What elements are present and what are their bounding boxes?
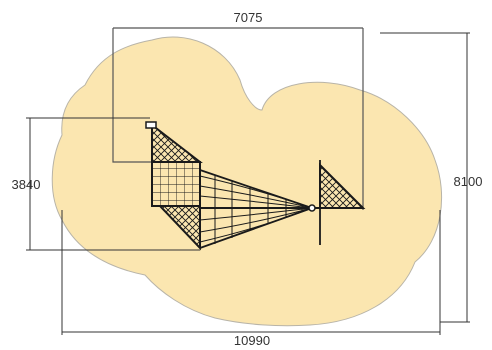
structure-outline — [112, 27, 364, 210]
dimension-right-height: 8100 — [454, 174, 483, 189]
upper-triangle-net — [151, 122, 203, 163]
safety-zone — [51, 36, 443, 327]
dimension-lines — [26, 32, 470, 335]
dimension-left-height: 3840 — [12, 177, 41, 192]
dimension-bottom-width: 10990 — [234, 333, 270, 348]
anchor-point — [308, 204, 316, 212]
tower-top-marker — [145, 121, 157, 129]
dimension-top-width: 7075 — [234, 10, 263, 25]
lower-triangle-net — [157, 205, 201, 251]
tower-grid-panel — [151, 161, 201, 207]
